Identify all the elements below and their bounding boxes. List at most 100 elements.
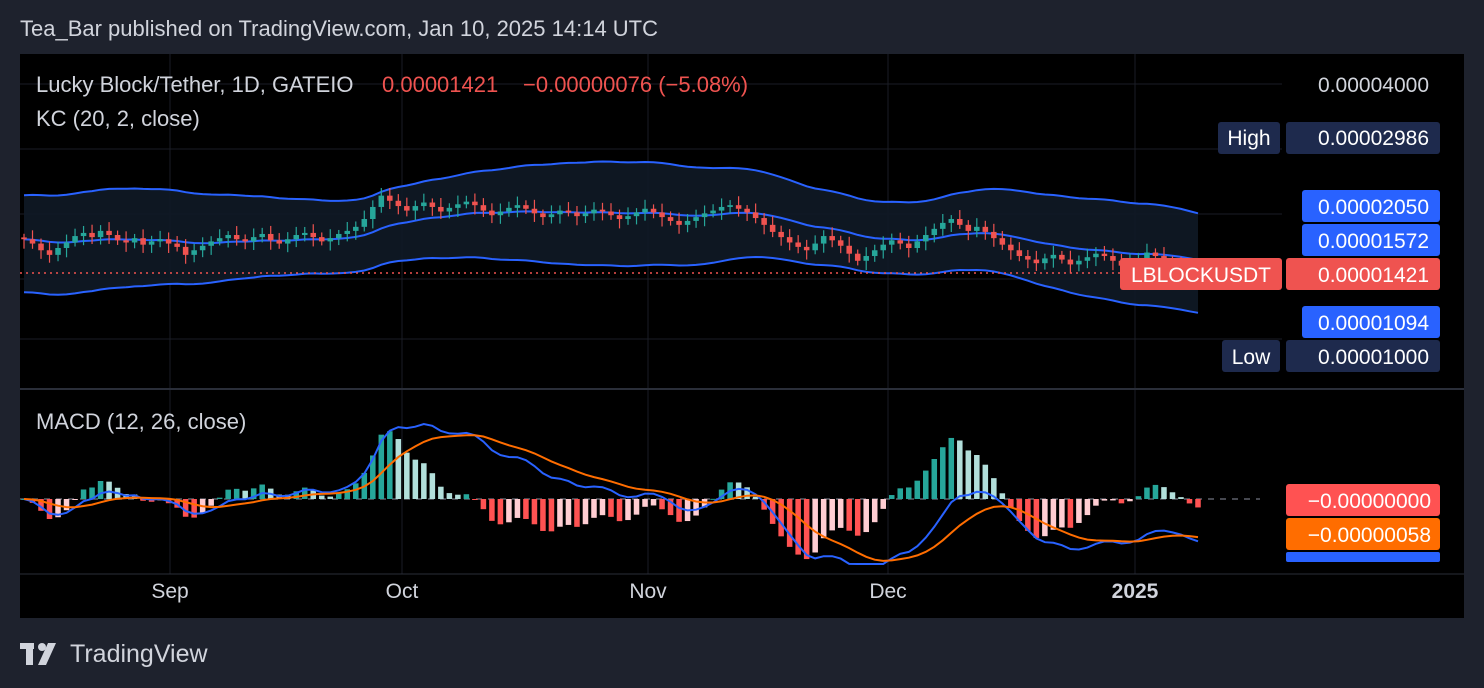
histogram-bar [1059,499,1065,528]
histogram-bar [795,499,801,555]
candle-body [455,204,461,208]
candle-body [395,200,402,207]
histogram-bar [778,499,784,537]
candle-body [38,243,44,251]
candle-body [55,248,61,255]
histogram-bar [1050,499,1057,530]
histogram-bar [667,499,674,516]
candle-body [974,226,980,231]
time-label-oct: Oct [386,580,419,603]
candle-body [1042,258,1048,264]
low-tag: Low [1232,346,1271,369]
candle-body [361,219,368,227]
chart-frame[interactable]: Lucky Block/Tether, 1D, GATEIO 0.0000142… [20,54,1464,618]
candle-body [616,215,623,220]
histogram-bar [327,496,334,499]
candle-body [463,201,470,205]
candle-body [548,214,555,218]
candle-body [820,236,827,244]
candle-body [574,212,580,217]
histogram-bar [718,489,725,499]
candle-body [1067,259,1074,265]
histogram-bar [1110,499,1116,501]
candle-body [293,235,299,240]
candle-body [378,195,385,207]
histogram-bar [353,483,359,499]
ticker-tag: LBLOCKUSDT [1131,264,1271,287]
candle-body [650,208,657,213]
histogram-bar [506,499,512,523]
histogram-bar [931,459,938,499]
candle-body [80,232,87,237]
candle-body [625,216,631,220]
histogram-bar [905,487,912,499]
candle-body [225,235,231,239]
keltner-lower-band [23,255,1199,314]
histogram-bar [463,494,470,499]
candle-body [1076,260,1082,265]
candle-body [106,230,112,236]
candle-body [582,213,589,217]
histogram-bar [489,499,495,521]
time-label-sep: Sep [151,580,188,603]
footer: TradingView [20,638,208,670]
histogram-bar [395,439,402,499]
histogram-bar [752,496,759,499]
candle-body [182,246,189,255]
candle-body [778,231,784,238]
histogram-bar [284,494,291,499]
histogram-bar [480,499,487,510]
histogram-bar [1144,487,1150,499]
macd-line-tag-partial [1286,552,1440,562]
histogram-bar [1093,499,1099,506]
candle-body [957,219,963,225]
macd-indicator-label[interactable]: MACD (12, 26, close) [36,409,246,434]
histogram-bar [404,452,410,499]
last-price-text: 0.00001421 [382,72,498,97]
candle-body [412,206,419,211]
histogram-bar [591,499,597,518]
kc-lower-value: 0.00001094 [1318,312,1429,335]
candle-body [514,205,521,208]
histogram-bar [1178,497,1184,499]
histogram-bar [1076,499,1082,523]
kc-upper-tag [1302,190,1440,222]
histogram-bar [650,499,657,506]
histogram-bar [1135,496,1142,499]
candle-body [301,232,308,236]
histogram-bar [531,499,538,525]
histogram-bar [582,499,589,525]
histogram-bar [1152,484,1159,499]
candle-body [165,239,172,244]
candle-body [97,230,104,238]
kc-indicator-label[interactable]: KC (20, 2, close) [36,106,200,131]
tradingview-logo-icon[interactable] [20,641,62,667]
candle-body [1101,253,1108,257]
histogram-bar [880,499,886,509]
histogram-bar [999,493,1006,499]
candle-body [863,256,869,261]
histogram-bar [259,484,265,499]
macd-hist-tag [1286,484,1440,516]
macd-signal-line [23,434,1199,562]
candle-body [1059,254,1065,260]
histogram-bar [659,499,665,510]
keltner-upper-band [23,160,1199,215]
candle-body [905,243,912,249]
histogram-bar [761,499,767,510]
histogram-bar [633,499,640,515]
candle-body [421,202,427,207]
histogram-bar [616,499,623,522]
candle-body [1050,254,1057,259]
candle-body [888,240,895,245]
publish-header: Tea_Bar published on TradingView.com, Ja… [20,16,658,41]
histogram-bar [1067,499,1074,528]
histogram-bar [438,486,444,499]
macd-signal-tag [1286,518,1440,550]
brand-name[interactable]: TradingView [70,639,208,668]
candle-body [208,241,214,246]
candle-body [276,240,282,244]
chart-canvas[interactable]: Lucky Block/Tether, 1D, GATEIO 0.0000142… [20,54,1464,618]
histogram-bar [735,482,742,499]
histogram-bar [871,499,878,523]
